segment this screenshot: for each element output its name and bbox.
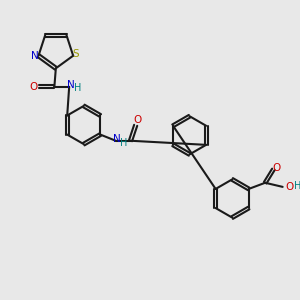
Text: O: O [29,82,38,92]
Text: S: S [72,49,79,59]
Text: O: O [273,163,281,173]
Text: N: N [113,134,121,144]
Text: H: H [74,83,81,93]
Text: N: N [31,51,39,61]
Text: N: N [67,80,74,90]
Text: H: H [294,181,300,191]
Text: H: H [120,138,128,148]
Text: O: O [133,115,141,125]
Text: O: O [285,182,293,192]
